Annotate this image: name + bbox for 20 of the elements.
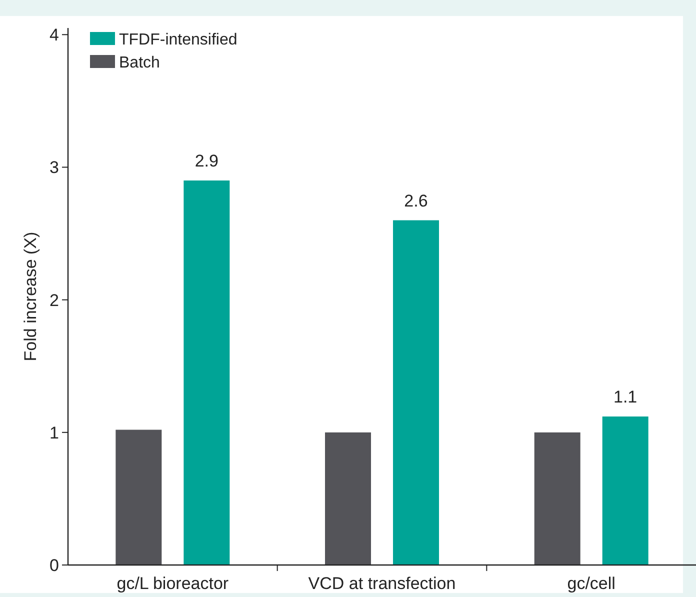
legend-label: TFDF-intensified xyxy=(119,32,238,49)
y-tick-label: 1 xyxy=(50,423,59,442)
data-label: 2.6 xyxy=(404,191,428,210)
bar xyxy=(116,430,162,565)
x-tick-label: gc/cell xyxy=(567,574,616,593)
bar xyxy=(184,180,230,565)
bar xyxy=(602,416,648,565)
bar xyxy=(325,432,371,565)
bar xyxy=(393,220,439,565)
x-tick-label: gc/L bioreactor xyxy=(116,574,229,593)
y-tick-label: 0 xyxy=(50,556,59,575)
data-label: 1.1 xyxy=(614,387,638,406)
y-tick-label: 3 xyxy=(50,158,59,178)
data-label: 2.9 xyxy=(194,151,218,170)
bar xyxy=(534,432,580,565)
y-tick-label: 2 xyxy=(50,290,59,310)
y-tick-label: 4 xyxy=(50,26,59,45)
legend-label: Batch xyxy=(119,54,160,72)
x-tick-label: VCD at transfection xyxy=(308,574,456,593)
y-axis-title: Fold increase (X) xyxy=(21,232,40,362)
